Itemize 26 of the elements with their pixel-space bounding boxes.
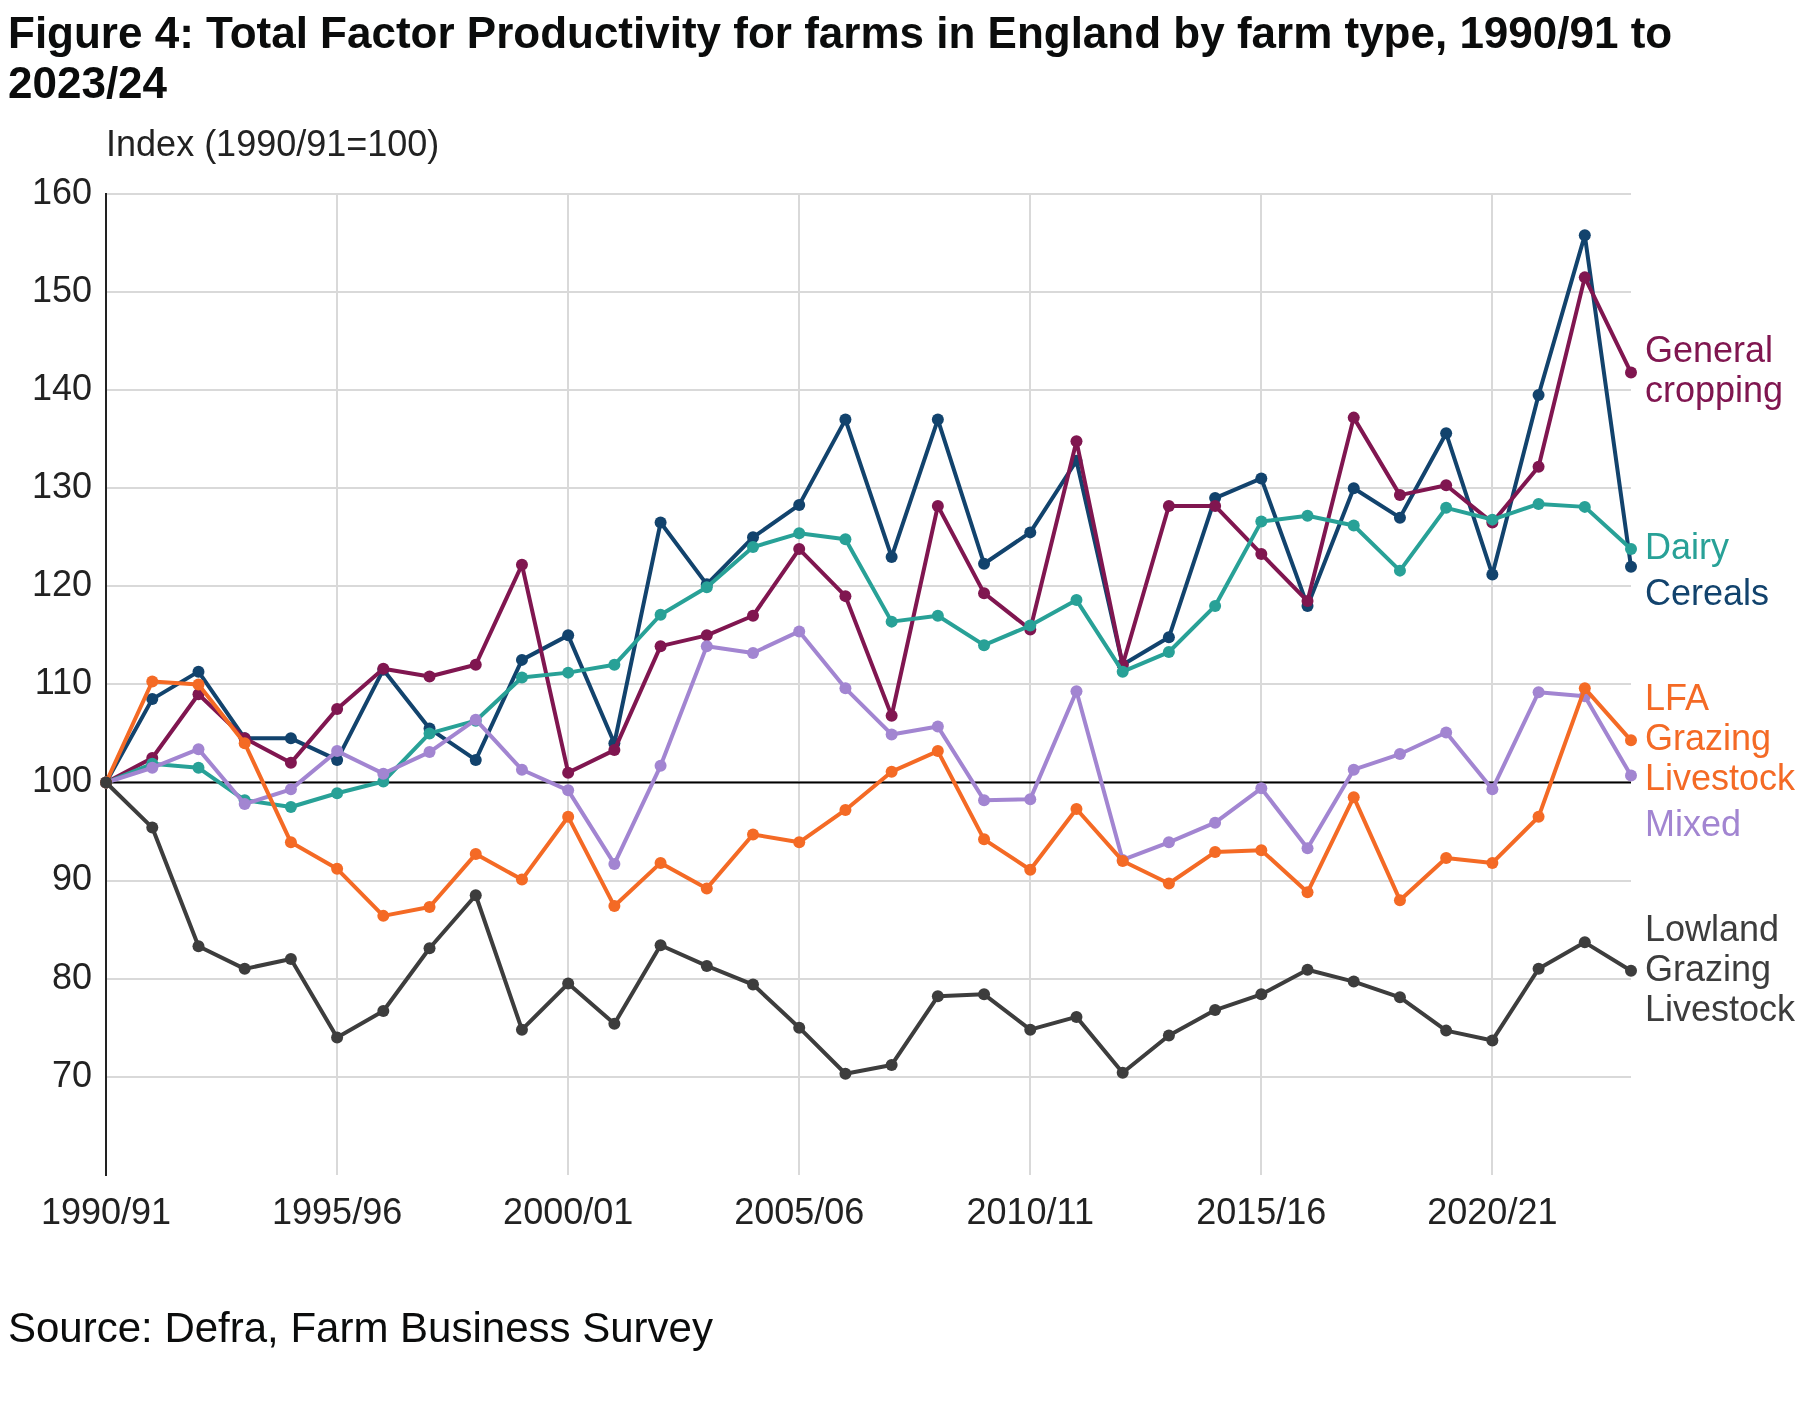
y-tick-label: 90 <box>52 857 93 899</box>
y-tick-label: 120 <box>31 563 93 605</box>
y-tick-label: 110 <box>34 661 93 703</box>
y-tick-label: 160 <box>31 170 93 212</box>
y-tick-label: 70 <box>52 1053 93 1095</box>
series-label: LFA Grazing Livestock <box>1645 677 1797 799</box>
y-tick-label: 130 <box>31 465 93 507</box>
series-label: Lowland Grazing Livestock <box>1645 907 1797 1029</box>
chart-title: Figure 4: Total Factor Productivity for farms in England by farm type, 1990/91 to 2023/24 <box>8 8 1674 108</box>
x-tick-label: 1995/96 <box>272 1191 403 1233</box>
x-tick-label: 2000/01 <box>503 1191 634 1233</box>
y-tick-label: 150 <box>31 269 93 310</box>
x-tick-label: 2015/16 <box>1196 1191 1327 1233</box>
series-label: Dairy <box>1645 525 1730 567</box>
x-tick-label: 2010/11 <box>966 1191 1094 1233</box>
source-note: Source: Defra, Farm Business Survey <box>8 1304 714 1352</box>
x-tick-label: 1990/91 <box>40 1191 172 1233</box>
x-tick-label: 2005/06 <box>734 1191 865 1233</box>
y-tick-label: 100 <box>31 759 93 801</box>
y-tick-label: 80 <box>52 955 93 997</box>
y-tick-label: 140 <box>31 367 93 409</box>
series-label: Cereals <box>1645 571 1770 613</box>
series-label: Mixed <box>1645 803 1742 845</box>
y-axis-title: Index (1990/91=100) <box>106 122 440 164</box>
x-tick-label: 2020/21 <box>1427 1191 1558 1233</box>
series-label: General cropping <box>1645 329 1784 411</box>
